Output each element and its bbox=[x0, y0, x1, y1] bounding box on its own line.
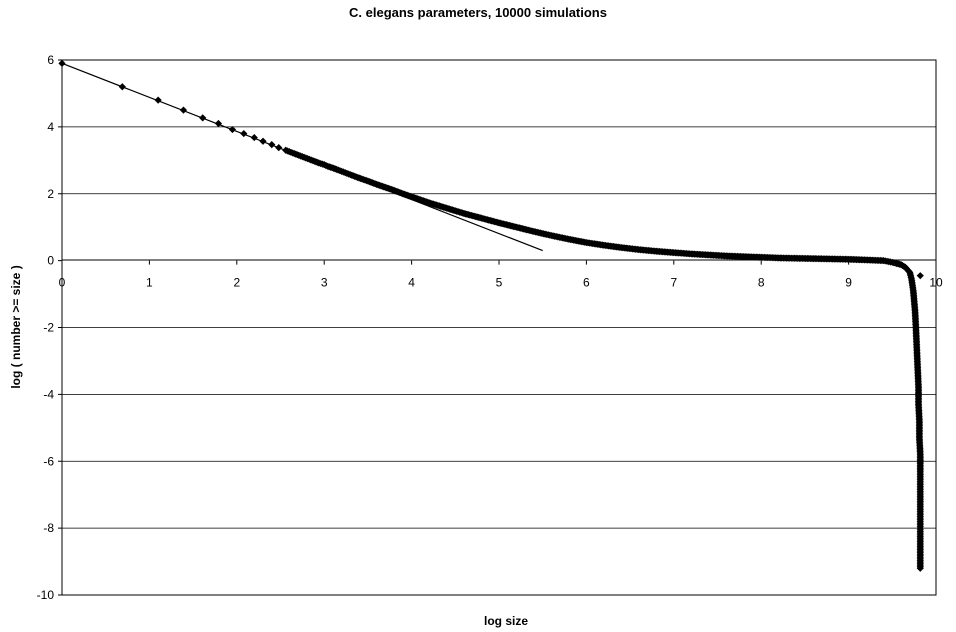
data-point bbox=[199, 114, 207, 122]
x-tick-label: 10 bbox=[929, 276, 943, 290]
x-tick-label: 2 bbox=[233, 276, 240, 290]
y-tick-label: 4 bbox=[47, 120, 54, 134]
data-point bbox=[118, 83, 126, 91]
data-point bbox=[58, 59, 66, 67]
data-point bbox=[424, 198, 432, 206]
data-point bbox=[214, 119, 223, 128]
x-tick-label: 4 bbox=[408, 276, 415, 290]
data-point bbox=[406, 192, 414, 200]
x-tick-label: 6 bbox=[583, 276, 590, 290]
y-tick-label: 6 bbox=[47, 53, 54, 67]
data-point bbox=[895, 260, 904, 268]
data-point bbox=[476, 214, 484, 222]
x-tick-label: 7 bbox=[670, 276, 677, 290]
data-points bbox=[58, 59, 924, 572]
data-point bbox=[298, 153, 306, 161]
data-point bbox=[341, 169, 349, 177]
axis-ticks: 6 4 2 0 -2 -4 -6 -8 -10 0 1 2 3 4 5 6 7 8 9 10 bbox=[37, 53, 943, 602]
data-point bbox=[259, 137, 267, 145]
data-point bbox=[354, 173, 362, 182]
y-tick-label: 0 bbox=[47, 254, 54, 268]
data-point bbox=[250, 133, 258, 142]
data-point bbox=[287, 148, 295, 156]
data-point bbox=[318, 160, 327, 168]
y-tick-label: -4 bbox=[43, 387, 54, 401]
chart-title: C. elegans parameters, 10000 simulations bbox=[349, 5, 607, 20]
y-tick-label: -10 bbox=[37, 588, 55, 602]
data-point bbox=[179, 106, 188, 114]
x-tick-label: 5 bbox=[496, 276, 503, 290]
x-tick-label: 9 bbox=[845, 276, 852, 290]
data-point bbox=[886, 258, 895, 266]
data-point bbox=[916, 563, 924, 571]
y-tick-label: -2 bbox=[43, 321, 54, 335]
y-tick-label: -6 bbox=[43, 454, 54, 468]
x-axis-title: log size bbox=[484, 614, 528, 628]
y-tick-label: 2 bbox=[47, 187, 54, 201]
gridlines bbox=[62, 126, 936, 529]
data-point bbox=[878, 256, 886, 265]
data-point bbox=[511, 223, 519, 231]
data-point bbox=[240, 129, 248, 138]
x-tick-label: 8 bbox=[758, 276, 765, 290]
data-point bbox=[154, 96, 162, 104]
data-point bbox=[275, 144, 283, 152]
x-tick-label: 3 bbox=[321, 276, 328, 290]
data-point bbox=[228, 125, 237, 134]
y-tick-label: -8 bbox=[43, 521, 54, 535]
data-point bbox=[397, 189, 406, 197]
data-point bbox=[268, 140, 276, 149]
data-point bbox=[546, 231, 554, 239]
x-tick-label: 1 bbox=[146, 276, 153, 290]
data-point bbox=[598, 241, 606, 249]
data-point bbox=[371, 180, 379, 188]
data-point bbox=[293, 151, 301, 159]
x-tick-label: 0 bbox=[59, 276, 66, 290]
data-point bbox=[916, 272, 924, 280]
data-point bbox=[331, 165, 339, 173]
data-point bbox=[362, 176, 371, 185]
y-axis-title: log ( number >= size ) bbox=[9, 265, 23, 388]
data-point bbox=[900, 262, 908, 271]
data-point bbox=[334, 166, 342, 174]
